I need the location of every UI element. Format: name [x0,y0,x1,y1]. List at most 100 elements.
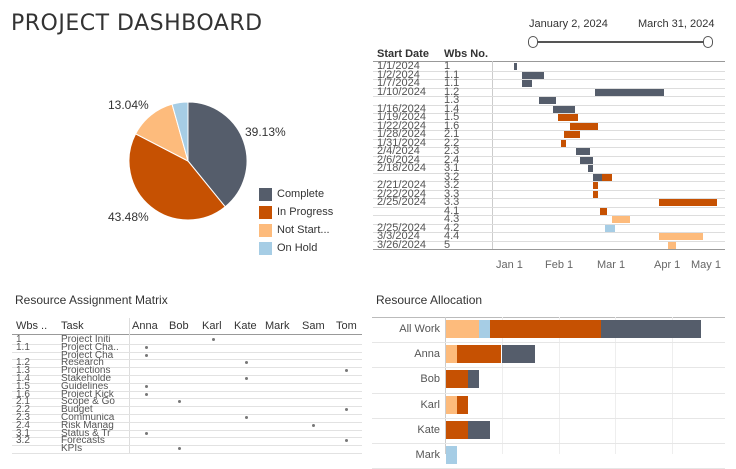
gantt-task-bar[interactable] [594,88,665,96]
assignment-dot-sam [312,423,315,427]
allocation-bar-on-hold[interactable] [479,320,491,338]
legend-item-complete[interactable]: Complete [259,185,333,203]
gantt-task-bar[interactable] [667,241,676,249]
gantt-wbs-number: 1.1 [444,68,460,81]
gantt-wbs-number: 2.3 [444,145,460,157]
gantt-row-divider [373,138,725,140]
matrix-header-sam: Sam [302,320,325,332]
gantt-wbs-number: 1 [444,60,451,72]
gantt-task-bar[interactable] [601,173,612,181]
gantt-task-bar[interactable] [588,165,594,172]
gantt-row-divider [373,232,725,233]
gantt-wbs-number: 2.4 [444,153,460,166]
gantt-start-date: 1/7/2024 [377,77,420,89]
allocation-row-divider [372,443,725,444]
matrix-header-bob: Bob [169,320,189,332]
gantt-wbs-number: 4.4 [444,230,460,242]
gantt-task-bar[interactable] [659,199,717,206]
gantt-task-bar[interactable] [564,131,580,138]
allocation-bar-not-started[interactable] [446,320,480,338]
allocation-bar-in-progress[interactable] [446,370,469,389]
gantt-axis-line [492,61,493,249]
date-range-start-handle[interactable] [528,36,538,48]
gantt-task-bar[interactable] [539,97,556,104]
matrix-task-cell: Project Cha [61,350,114,361]
matrix-header-kate: Kate [234,320,257,332]
allocation-bar-in-progress[interactable] [446,420,469,439]
gantt-start-date: 3/26/2024 [377,238,426,251]
gantt-task-bar[interactable] [522,80,533,87]
allocation-bar-in-progress[interactable] [490,320,602,338]
gantt-start-date: 2/22/2024 [377,187,426,200]
allocation-bar-not-started[interactable] [446,395,458,414]
allocation-bar-complete[interactable] [468,370,480,389]
matrix-row-divider [12,445,362,447]
matrix-header-anna: Anna [132,320,158,332]
gantt-task-bar[interactable] [659,233,704,240]
allocation-row-label: Kate [417,423,440,436]
gantt-task-bar[interactable] [593,182,599,189]
gantt-start-date: 2/4/2024 [377,145,420,157]
gantt-wbs-number: 2.1 [444,128,460,140]
gantt-row-divider [373,189,725,191]
gantt-task-bar[interactable] [576,148,590,155]
allocation-bar-complete[interactable] [468,420,491,439]
gantt-task-bar[interactable] [552,105,575,113]
matrix-task-cell: Project Cha.. [61,342,119,353]
status-pie-chart[interactable] [128,101,248,221]
allocation-bar-on-hold[interactable] [446,446,458,464]
gantt-task-bar[interactable] [605,224,616,232]
matrix-row-divider [12,437,362,439]
legend-item-not-started[interactable]: Not Start... [259,221,333,239]
allocation-bar-complete[interactable] [601,320,702,338]
gantt-wbs-number: 2.2 [444,136,460,149]
matrix-header-tom: Tom [336,320,357,332]
assignment-dot-bob [178,447,181,451]
gantt-wbs-number: 3.3 [444,187,460,200]
date-range-slider[interactable] [533,41,709,43]
gantt-wbs-number: 3.2 [444,170,460,183]
matrix-row-divider [12,406,362,408]
gantt-wbs-number: 4.2 [444,221,460,234]
gantt-wbs-number: 1.2 [444,85,460,98]
gantt-row-divider [373,155,725,157]
matrix-task-cell: Project Initi [61,335,111,345]
gantt-start-date: 2/25/2024 [377,221,426,234]
pie-slice-complete[interactable] [187,101,248,208]
matrix-task-cell: KPIs [61,444,83,455]
gantt-task-bar[interactable] [579,156,594,164]
gantt-task-bar[interactable] [561,139,567,147]
legend-swatch-in-progress [259,205,272,219]
gantt-header-divider [373,61,725,62]
gantt-task-bar[interactable] [557,114,578,121]
gantt-task-bar[interactable] [599,207,607,215]
gantt-task-bar[interactable] [593,190,599,198]
gantt-row-divider [373,96,725,97]
gantt-task-bar[interactable] [569,122,599,130]
matrix-wbs-cell: 3.2 [16,436,30,447]
allocation-bar-complete[interactable] [501,345,535,364]
allocation-bar-not-started[interactable] [446,345,458,364]
pie-slice-on-hold[interactable] [171,101,189,162]
legend-swatch-not-started [259,223,272,237]
date-range-end-handle[interactable] [703,36,713,48]
gantt-row-divider [373,79,725,80]
matrix-wbs-cell: 2.4 [16,420,30,431]
gantt-task-bar[interactable] [611,216,631,223]
matrix-row-divider [12,375,362,376]
assignment-dot-kate [245,416,248,419]
matrix-row-divider [12,390,362,392]
gantt-start-date: 2/21/2024 [377,179,426,191]
allocation-bar-in-progress[interactable] [457,345,502,364]
gantt-row-divider [373,164,725,165]
legend-item-in-progress[interactable]: In Progress [259,203,333,221]
gantt-wbs-number: 1.1 [444,77,460,89]
allocation-gridline [559,317,560,454]
gantt-task-bar[interactable] [513,63,518,70]
legend-item-on-hold[interactable]: On Hold [259,239,333,257]
gantt-task-bar[interactable] [593,173,602,181]
matrix-row-divider [12,421,362,423]
pie-slice-in-progress[interactable] [128,133,226,221]
allocation-bar-in-progress[interactable] [457,395,469,414]
gantt-task-bar[interactable] [522,71,545,79]
